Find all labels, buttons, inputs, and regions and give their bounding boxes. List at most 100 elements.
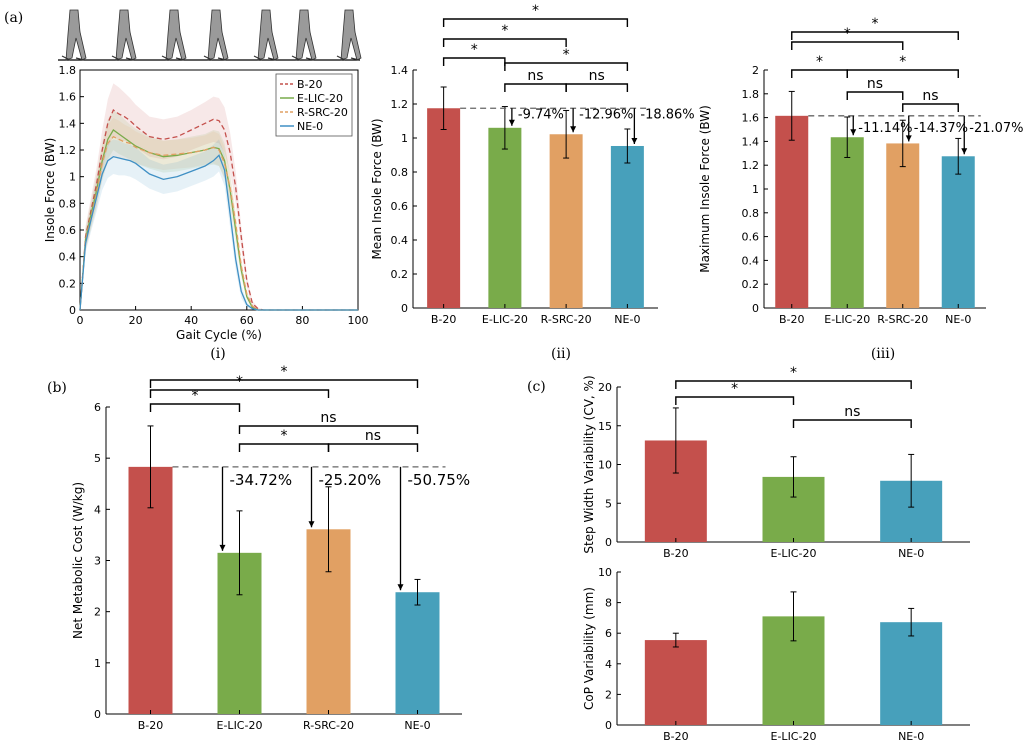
bar	[830, 137, 864, 308]
walker-figure	[291, 9, 317, 61]
reduction-label: -12.96%	[579, 107, 633, 122]
legend-label: E-LIC-20	[297, 92, 343, 105]
significance-bracket	[149, 379, 419, 388]
significance-bracket	[791, 69, 848, 78]
x-tick-label: B-20	[431, 313, 457, 326]
series-line	[79, 154, 358, 311]
y-tick-label: 10	[598, 459, 612, 472]
leg-shape	[115, 9, 137, 61]
y-tick-label: 0	[69, 304, 76, 317]
y-axis-label: Net Metabolic Cost (W/kg)	[71, 482, 85, 639]
significance-label: ns	[867, 76, 883, 92]
series-band	[80, 83, 358, 310]
y-tick-label: 3	[94, 555, 101, 568]
significance-bracket	[675, 396, 795, 405]
significance-label: *	[281, 428, 288, 444]
significance-bracket	[902, 103, 959, 112]
series-band	[80, 139, 358, 310]
max-insole-force-chart: 0 0.2 0.4 0.6 0.8 1 1.2 1.4 1.6 1.8 2 Maximum Insol…	[698, 16, 1024, 326]
arrow-head	[961, 148, 968, 155]
y-tick-label: 1.4	[391, 64, 409, 77]
significance-label: ns	[589, 68, 605, 84]
y-tick-label: 2	[94, 606, 101, 619]
bar	[610, 145, 644, 308]
significance-label: *	[872, 16, 879, 32]
foot-mark	[161, 55, 185, 61]
reduction-label: -25.20%	[319, 471, 382, 489]
x-tick-label: 80	[295, 314, 309, 327]
significance-label: *	[844, 26, 851, 42]
x-tick-label: NE-0	[614, 313, 640, 326]
reduction-label: -14.37%	[914, 121, 968, 136]
x-tick-label: 100	[348, 314, 369, 327]
series-band	[80, 118, 358, 310]
y-tick-label: 1.6	[742, 112, 760, 125]
legend-label: R-SRC-20	[297, 106, 348, 119]
y-tick-label: 0.4	[59, 251, 77, 264]
sub-label-ii: (ii)	[551, 346, 571, 362]
y-tick-label: 20	[598, 381, 612, 394]
x-tick-label: E-LIC-20	[482, 313, 528, 326]
significance-label: *	[790, 365, 797, 381]
walker-figure	[336, 9, 362, 61]
reduction-label: -11.14%	[858, 121, 912, 136]
reduction-label: -50.75%	[408, 471, 471, 489]
y-tick-label: 0.2	[742, 278, 760, 291]
foot-mark	[111, 55, 135, 61]
significance-bracket	[442, 18, 629, 27]
panel-label-a: (a)	[4, 10, 23, 26]
walker-figure	[203, 9, 229, 61]
mean-insole-force-chart: 0 0.2 0.4 0.6 0.8 1 1.2 1.4 Mean Insole Force (B…	[370, 3, 695, 326]
significance-label: ns	[320, 410, 336, 426]
arrow-head	[308, 521, 315, 528]
foot-mark	[61, 55, 85, 61]
significance-bracket	[149, 389, 330, 398]
x-tick-label: R-SRC-20	[303, 719, 354, 732]
significance-bracket	[675, 380, 912, 389]
significance-bracket	[442, 38, 567, 47]
panel-label-c: (c)	[527, 379, 546, 395]
y-tick-label: 1	[401, 132, 408, 145]
x-tick-label: E-LIC-20	[771, 547, 817, 560]
net-metabolic-cost-chart: 0 1 2 3 4 5 6 Net Metabolic Cost (W/kg) B-20 E-LI…	[71, 364, 470, 732]
y-tick-label: 0	[605, 719, 612, 732]
sub-label-iii: (iii)	[871, 346, 895, 362]
significance-label: ns	[844, 404, 860, 420]
bar	[880, 622, 943, 725]
x-tick-label: E-LIC-20	[771, 730, 817, 743]
leg-shape	[295, 9, 317, 61]
arrow-head	[570, 126, 577, 133]
significance-bracket	[846, 91, 904, 100]
y-tick-label: 1	[94, 657, 101, 670]
significance-bracket	[565, 83, 629, 92]
significance-label: *	[816, 54, 823, 70]
y-axis-label: Step Width Variability (CV, %)	[582, 375, 596, 553]
y-tick-label: 1	[69, 171, 76, 184]
y-tick-label: 6	[605, 627, 612, 640]
significance-label: *	[192, 388, 199, 404]
significance-label: *	[731, 381, 738, 397]
significance-label: *	[532, 3, 539, 19]
reduction-label: -18.86%	[640, 107, 694, 122]
y-tick-label: 0.6	[59, 224, 77, 237]
y-tick-label: 1	[752, 183, 759, 196]
bar	[488, 127, 522, 308]
significance-bracket	[149, 403, 241, 412]
foot-mark	[253, 55, 277, 61]
significance-label: *	[563, 47, 570, 63]
y-tick-label: 0.4	[391, 234, 409, 247]
significance-bracket	[504, 83, 567, 92]
significance-label: ns	[527, 68, 543, 84]
walker-figure	[253, 9, 279, 61]
bar	[886, 143, 920, 308]
legend-label: B-20	[297, 78, 323, 91]
x-tick-label: B-20	[663, 730, 689, 743]
y-tick-label: 0.8	[59, 197, 77, 210]
y-tick-label: 8	[605, 597, 612, 610]
x-axis-label: Gait Cycle (%)	[176, 328, 262, 342]
y-tick-label: 5	[94, 452, 101, 465]
y-tick-label: 0	[605, 536, 612, 549]
arrow-head	[905, 135, 912, 142]
foot-mark	[203, 55, 227, 61]
